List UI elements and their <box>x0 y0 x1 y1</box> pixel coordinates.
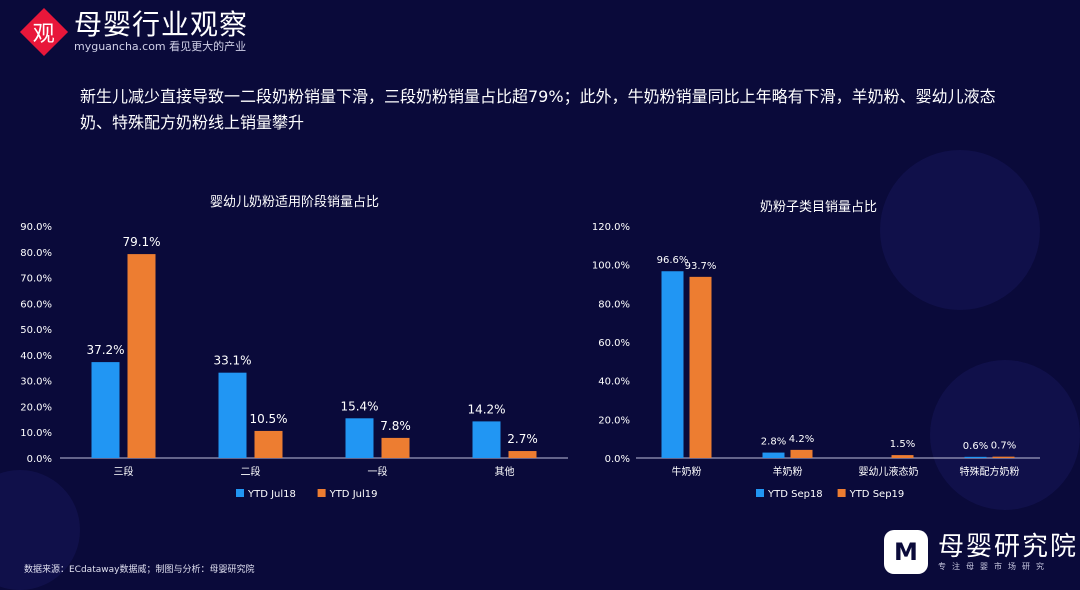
chart1-legend-swatch <box>317 489 326 497</box>
chart2-category-label: 婴幼儿液态奶 <box>859 465 919 478</box>
chart1-bar <box>91 362 120 458</box>
chart2-title: 奶粉子类目销量占比 <box>760 200 878 215</box>
chart2-bar <box>964 456 987 458</box>
chart2-category-label: 羊奶粉 <box>773 465 803 478</box>
chart2-data-label: 0.7% <box>991 441 1016 452</box>
chart2-data-label: 2.8% <box>761 437 786 448</box>
brand-title: 母婴研究院 <box>938 531 1079 562</box>
chart2-ytick-label: 60.0% <box>598 338 630 349</box>
chart1-ytick-label: 90.0% <box>20 222 52 233</box>
chart1-data-label: 7.8% <box>380 419 411 433</box>
chart1-bar <box>254 430 283 458</box>
chart2-ytick-label: 80.0% <box>598 299 630 310</box>
chart1-ytick-label: 10.0% <box>20 428 52 439</box>
chart1-data-label: 2.7% <box>507 432 538 446</box>
chart1-data-label: 33.1% <box>213 354 251 368</box>
chart1-bar <box>508 451 537 458</box>
chart2-bar <box>661 271 684 458</box>
chart1-ytick-label: 70.0% <box>20 274 52 285</box>
chart2-bar <box>992 456 1015 458</box>
chart1-title: 婴幼儿奶粉适用阶段销量占比 <box>210 195 380 210</box>
logo-subtitle: myguancha.com 看见更大的产业 <box>74 40 247 53</box>
chart1-data-label: 37.2% <box>86 343 124 357</box>
brand-text: 母婴研究院 专注母婴市场研究 <box>938 533 1078 572</box>
chart1-ytick-label: 60.0% <box>20 299 52 310</box>
chart1-bar <box>218 372 247 458</box>
chart1-ytick-label: 30.0% <box>20 377 52 388</box>
chart1-data-label: 10.5% <box>249 412 287 426</box>
background-circle <box>930 360 1080 510</box>
chart1-data-label: 79.1% <box>122 235 160 249</box>
chart1-ytick-label: 40.0% <box>20 351 52 362</box>
chart1-bar <box>127 254 156 458</box>
chart1-category-label: 三段 <box>114 465 134 478</box>
chart2-bar <box>762 452 785 458</box>
chart2-legend-swatch <box>837 489 846 497</box>
chart2-ytick-label: 40.0% <box>598 377 630 388</box>
chart2-ytick-label: 0.0% <box>605 454 630 465</box>
background-circle <box>880 150 1040 310</box>
chart1-data-label: 14.2% <box>467 402 505 416</box>
chart2-category-label: 牛奶粉 <box>672 465 702 478</box>
chart1-category-label: 其他 <box>495 465 515 478</box>
headline: 新生儿减少直接导致一二段奶粉销量下滑，三段奶粉销量占比超79%；此外，牛奶粉销量… <box>80 87 996 132</box>
chart2-legend-swatch <box>756 489 764 497</box>
chart2-data-label: 4.2% <box>789 434 814 445</box>
chart1-ytick-label: 20.0% <box>20 402 52 413</box>
chart2-legend-label: YTD Sep19 <box>849 489 905 500</box>
chart2-data-label: 96.6% <box>657 255 689 266</box>
chart2-bar <box>790 449 813 458</box>
chart1-ytick-label: 50.0% <box>20 325 52 336</box>
chart2-category-label: 特殊配方奶粉 <box>960 465 1020 478</box>
chart1-legend-label: YTD Jul18 <box>247 489 296 500</box>
chart1-data-label: 15.4% <box>340 399 378 413</box>
chart2-bar <box>891 455 914 458</box>
chart1-bar <box>472 421 501 458</box>
brand-mark: M <box>884 530 928 574</box>
chart1-category-label: 一段 <box>368 465 388 478</box>
chart2-data-label: 0.6% <box>963 441 988 452</box>
chart2-ytick-label: 120.0% <box>592 222 630 233</box>
chart1-bar <box>381 437 410 458</box>
chart1-bar <box>345 418 374 458</box>
chart1-category-label: 二段 <box>241 465 261 478</box>
chart2-legend-label: YTD Sep18 <box>767 489 823 500</box>
chart1-ytick-label: 80.0% <box>20 248 52 259</box>
chart2-bar <box>689 276 712 458</box>
chart1-legend-swatch <box>236 489 244 497</box>
chart1-legend-label: YTD Jul19 <box>329 489 378 500</box>
brand-subtitle: 专注母婴市场研究 <box>938 561 1050 571</box>
logo-text: 母婴行业观察 myguancha.com 看见更大的产业 <box>74 10 248 54</box>
brand: M 母婴研究院 专注母婴市场研究 <box>884 530 1078 574</box>
chart2-ytick-label: 100.0% <box>592 261 630 272</box>
chart2-data-label: 1.5% <box>890 439 915 450</box>
chart2-ytick-label: 20.0% <box>598 415 630 426</box>
chart2-data-label: 93.7% <box>685 261 717 272</box>
logo-title: 母婴行业观察 <box>74 8 249 41</box>
logo: 观 母婴行业观察 myguancha.com 看见更大的产业 <box>19 7 248 57</box>
footnote: 数据来源：ECdataway数据威；制图与分析：母婴研究院 <box>24 565 255 575</box>
chart1-ytick-label: 0.0% <box>27 454 52 465</box>
